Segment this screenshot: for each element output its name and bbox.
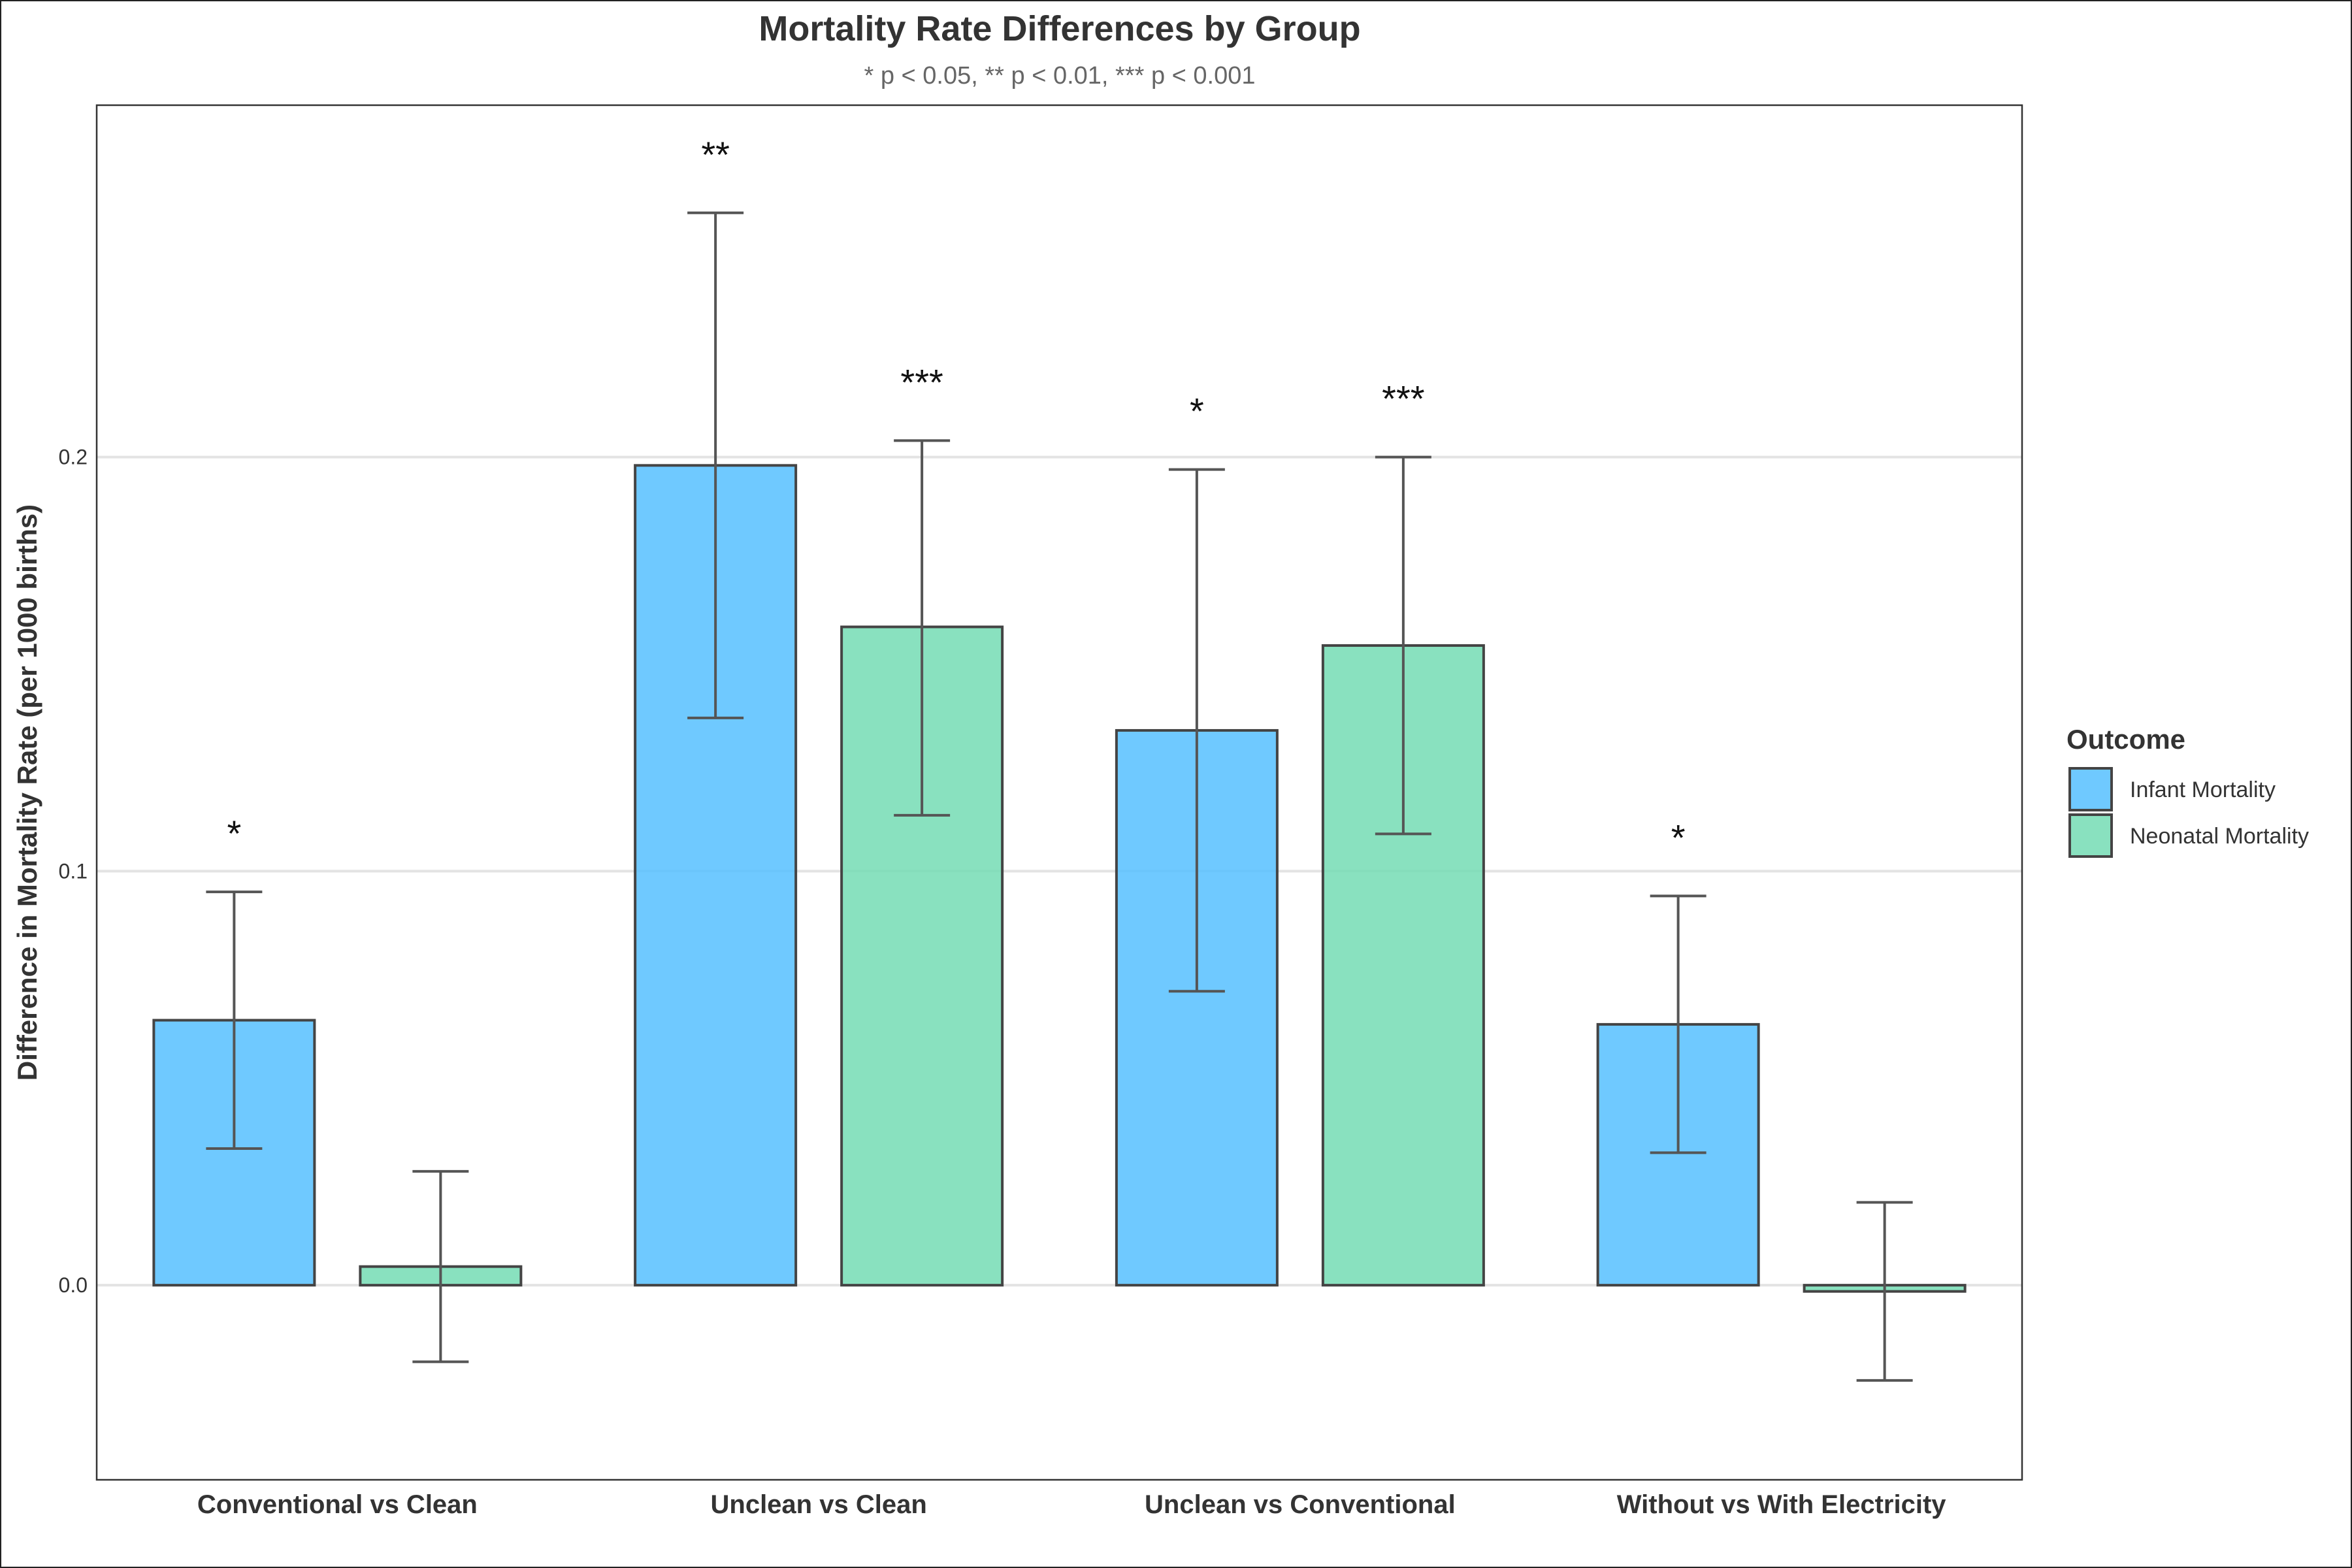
error-bars: [206, 211, 1913, 1382]
legend-swatch: [2068, 767, 2113, 811]
chart-subtitle: * p < 0.05, ** p < 0.01, *** p < 0.001: [864, 62, 1256, 90]
legend-swatch: [2068, 813, 2113, 858]
significance-labels: ******* ****: [227, 134, 1685, 858]
significance-label: **: [701, 134, 730, 175]
legend-title: Outcome: [2066, 724, 2185, 755]
legend-label: Neonatal Mortality: [2130, 824, 2309, 849]
x-category-label: Without vs With Electricity: [1617, 1490, 1947, 1519]
y-tick-label: 0.0: [59, 1273, 88, 1297]
y-tick-label: 0.1: [59, 859, 88, 883]
x-axis-categories: Conventional vs Clean Unclean vs Clean Unc…: [197, 1490, 1946, 1519]
y-tick-label: 0.2: [59, 446, 88, 469]
x-category-label: Conventional vs Clean: [197, 1490, 478, 1519]
x-category-label: Unclean vs Conventional: [1145, 1490, 1456, 1519]
plot-border: [95, 104, 2023, 1481]
bars: [152, 464, 1967, 1293]
significance-label: *: [1671, 817, 1686, 858]
chart-title: Mortality Rate Differences by Group: [759, 9, 1360, 48]
legend-items: Infant Mortality Neonatal Mortality: [2068, 767, 2309, 858]
legend: Outcome Infant Mortality Neonatal Mortali…: [2066, 724, 2309, 858]
y-axis-label: Difference in Mortality Rate (per 1000 b…: [12, 504, 42, 1081]
significance-label: ***: [1382, 378, 1424, 419]
legend-label: Infant Mortality: [2130, 777, 2276, 802]
y-axis-ticks: 0.0 0.1 0.2: [59, 446, 88, 1297]
significance-label: *: [1190, 391, 1204, 432]
significance-label: ***: [900, 361, 943, 402]
significance-label: *: [227, 813, 241, 854]
x-category-label: Unclean vs Clean: [711, 1490, 927, 1519]
